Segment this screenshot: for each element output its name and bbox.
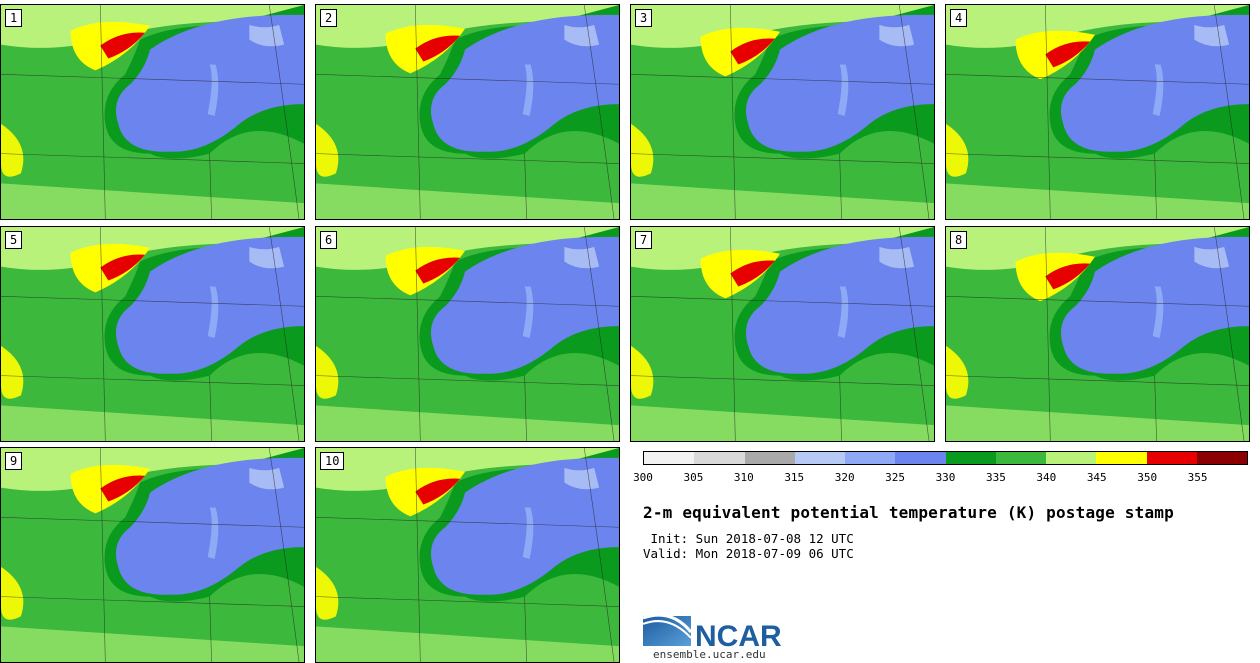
stamp-panel-8: 8 [945,226,1250,442]
stamp-panel-1: 1 [0,4,305,220]
panel-number: 4 [950,9,968,27]
colorbar-segment [694,452,745,464]
figure-title: 2-m equivalent potential temperature (K)… [643,503,1174,522]
time-info: Init: Sun 2018-07-08 12 UTC Valid: Mon 2… [643,531,854,561]
colorbar-tick-label: 325 [885,471,906,484]
valid-time: Valid: Mon 2018-07-09 06 UTC [643,546,854,561]
map-field [1,5,304,219]
map-field [1,448,304,662]
panel-number: 6 [320,231,338,249]
map-field [946,5,1249,219]
stamp-panel-3: 3 [630,4,935,220]
colorbar-segment [744,452,795,464]
panel-number: 1 [5,9,23,27]
colorbar-tick-label: 340 [1036,471,1057,484]
stamp-panel-6: 6 [315,226,620,442]
colorbar-tick-label: 320 [834,471,855,484]
map-field [631,5,934,219]
panel-number: 5 [5,231,23,249]
panel-number: 8 [950,231,968,249]
colorbar-segment [995,452,1046,464]
stamp-panel-2: 2 [315,4,620,220]
colorbar-segment [1046,452,1097,464]
map-field [946,227,1249,441]
colorbar-segment [845,452,896,464]
colorbar [643,451,1248,465]
logo-text: NCAR [695,620,782,650]
colorbar-tick-label: 350 [1137,471,1158,484]
colorbar-tick-label: 330 [935,471,956,484]
stamp-panel-5: 5 [0,226,305,442]
panel-number: 3 [635,9,653,27]
ncar-logo: NCAR [643,613,782,650]
colorbar-segment [794,452,845,464]
colorbar-segment [945,452,996,464]
colorbar-tick-label: 355 [1187,471,1208,484]
panel-number: 7 [635,231,653,249]
stamp-panel-7: 7 [630,226,935,442]
colorbar-segment [644,452,695,464]
colorbar-tick-label: 315 [784,471,805,484]
stamp-panel-4: 4 [945,4,1250,220]
map-field [316,5,619,219]
map-field [1,227,304,441]
init-time: Init: Sun 2018-07-08 12 UTC [643,531,854,546]
colorbar-segment [1096,452,1147,464]
colorbar-tick-label: 310 [733,471,754,484]
stamp-panel-9: 9 [0,447,305,663]
panel-number: 2 [320,9,338,27]
colorbar-tick-label: 335 [985,471,1006,484]
stamp-panel-10: 10 [315,447,620,663]
colorbar-segment [895,452,946,464]
map-field [316,448,619,662]
colorbar-tick-label: 305 [683,471,704,484]
colorbar-segment [1146,452,1197,464]
colorbar-tick-label: 345 [1086,471,1107,484]
panel-number: 9 [5,452,23,470]
colorbar-tick-label: 300 [633,471,653,484]
panel-number: 10 [320,452,345,470]
map-field [631,227,934,441]
colorbar-segment [1196,452,1247,464]
map-field [316,227,619,441]
logo-url: ensemble.ucar.edu [653,648,766,661]
